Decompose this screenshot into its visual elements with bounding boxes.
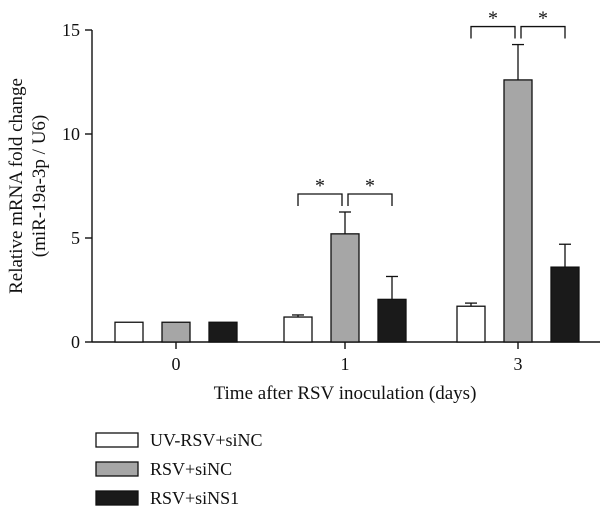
significance-label: * [488,8,498,30]
x-tick-label: 3 [514,354,523,374]
legend-swatch [95,432,139,448]
legend-label: RSV+siNS1 [150,488,239,508]
significance-label: * [315,175,325,197]
legend-swatch [95,490,139,506]
x-axis-title: Time after RSV inoculation (days) [214,383,477,404]
significance-bracket [520,25,566,39]
bar [550,266,580,343]
significance-bracket [347,193,393,206]
y-tick-label: 5 [71,228,80,248]
y-tick-label: 0 [71,332,80,352]
bar [114,321,144,343]
significance-bracket [297,193,343,206]
bar [283,316,313,343]
y-tick-label: 15 [62,20,80,40]
significance-bracket [470,25,516,39]
legend-label: UV-RSV+siNC [150,430,263,450]
bar [161,321,191,343]
legend-label: RSV+siNC [150,459,232,479]
x-tick-label: 0 [172,354,181,374]
plot-area: 0 5 10 15 0 1 3 * * * * [62,8,600,374]
legend-swatch [95,461,139,477]
significance-label: * [365,175,375,197]
bar [503,79,533,343]
bar [330,233,360,343]
bar [208,321,238,343]
y-axis-title-line1: Relative mRNA fold change [6,78,27,294]
significance-label: * [538,8,548,30]
bar [456,305,486,343]
legend: UV-RSV+siNC RSV+siNC RSV+siNS1 [95,430,263,508]
y-tick-label: 10 [62,124,80,144]
x-tick-label: 1 [341,354,350,374]
bar [377,298,407,343]
y-axis-title-line2: (miR-19a-3p / U6) [29,115,50,257]
